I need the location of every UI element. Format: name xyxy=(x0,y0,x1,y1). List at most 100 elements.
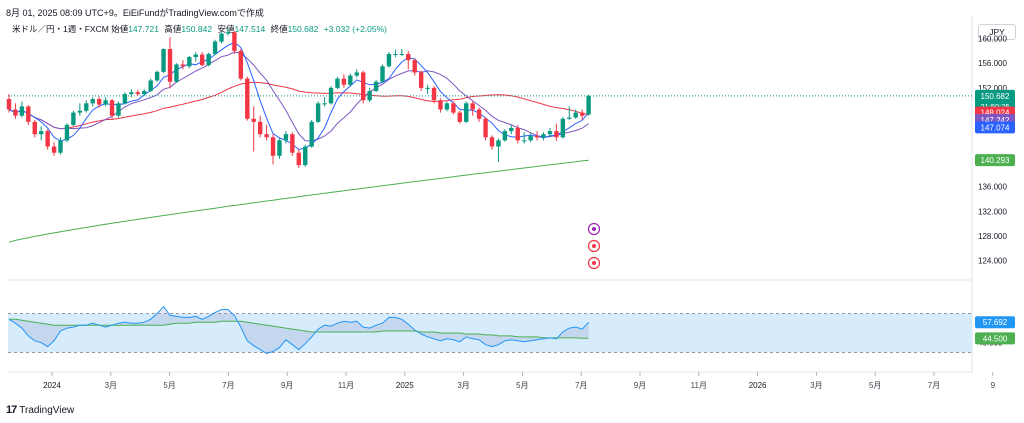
candle-body xyxy=(476,109,482,119)
candle-body xyxy=(354,72,359,76)
ma-mid-line xyxy=(8,51,589,142)
candle-body xyxy=(200,54,205,66)
ohlc-high-label: 高値 xyxy=(164,24,182,34)
ohlc-close: 150.682 xyxy=(287,24,319,34)
candle-body xyxy=(406,53,411,61)
symbol-legend: 米ドル／円・1週・FXCM 始値147.721 高値150.842 安値147.… xyxy=(12,23,390,35)
candle-body xyxy=(187,57,192,67)
candle-body xyxy=(109,100,115,116)
candle-body xyxy=(206,53,211,66)
tradingview-watermark: 17 TradingView xyxy=(6,404,74,416)
candle-body xyxy=(489,137,495,147)
candle-body xyxy=(45,131,50,147)
candle-body xyxy=(71,112,76,125)
candle-body xyxy=(296,152,301,166)
candle-body xyxy=(290,134,295,153)
event-dot-icon xyxy=(592,261,596,265)
time-tick-label: 7月 xyxy=(222,381,234,390)
candle-body xyxy=(451,103,456,113)
candle-body xyxy=(438,100,443,110)
time-tick-label: 2025 xyxy=(396,381,414,390)
candle-body xyxy=(386,53,392,67)
candle-body xyxy=(361,72,366,101)
candle-body xyxy=(193,54,198,58)
ohlc-low: 147.514 xyxy=(234,24,266,34)
candle-body xyxy=(142,90,147,95)
candle-body xyxy=(528,136,533,141)
candle-body xyxy=(348,75,353,85)
candle-body xyxy=(541,134,546,138)
candle-body xyxy=(380,66,385,82)
watermark-text: TradingView xyxy=(19,404,75,416)
candle-body xyxy=(219,33,224,42)
candle-body xyxy=(399,53,405,55)
candle-body xyxy=(322,103,327,105)
candle-body xyxy=(502,131,508,141)
candle-body xyxy=(232,32,237,51)
event-dot-icon xyxy=(592,244,596,248)
rsi-tag: 57.692 xyxy=(983,318,1008,327)
candle-body xyxy=(522,140,527,142)
rsi-tag-bg xyxy=(975,316,1015,329)
snapshot-info: 8月 01, 2025 08:09 UTC+9。EiEiFundがTrading… xyxy=(6,8,264,18)
time-tick-label: 9 xyxy=(991,381,996,390)
candle-body xyxy=(444,103,450,110)
ma-mid-tag: 147.242 xyxy=(981,116,1010,125)
candle-body xyxy=(251,118,256,122)
ma-long-line xyxy=(8,159,589,243)
candle-body xyxy=(534,136,540,138)
ma-long-tag-bg xyxy=(975,154,1015,167)
candle-body xyxy=(122,94,128,104)
candle-body xyxy=(283,134,289,141)
candle-body xyxy=(135,92,140,95)
candle-body xyxy=(315,103,321,122)
candle-body xyxy=(373,81,379,91)
candle-body xyxy=(58,140,63,153)
price-tick-label: 128.000 xyxy=(978,232,1007,241)
time-tick-label: 3月 xyxy=(810,381,822,390)
candle-body xyxy=(270,137,276,156)
time-tick-label: 11月 xyxy=(691,381,707,390)
candle-body xyxy=(367,90,372,101)
candle-body xyxy=(39,131,44,135)
candle-body xyxy=(586,95,591,115)
candle-body xyxy=(84,103,89,111)
candle-body xyxy=(161,49,166,72)
price-tick-label: 156.000 xyxy=(978,59,1007,68)
tradingview-logo-icon: 17 xyxy=(6,404,17,416)
candle-body xyxy=(116,103,121,116)
ohlc-open-label: 始値 xyxy=(111,24,129,34)
price-tick-label: 124.000 xyxy=(978,257,1007,266)
time-tick-label: 2024 xyxy=(43,381,61,390)
candle-body xyxy=(418,72,424,88)
ma-fast-tag-bg xyxy=(975,121,1015,134)
candle-body xyxy=(245,78,250,119)
candle-body xyxy=(303,146,308,166)
rsi-ma-tag-bg xyxy=(975,332,1015,345)
price-tick-label: 152.000 xyxy=(978,84,1007,93)
candle-body xyxy=(464,103,469,122)
candle-body xyxy=(264,134,269,138)
currency-button[interactable]: JPY xyxy=(978,24,1016,40)
time-tick-label: 11月 xyxy=(338,381,354,390)
time-tick-label: 2026 xyxy=(749,381,767,390)
time-tick-label: 9月 xyxy=(281,381,293,390)
candle-body xyxy=(167,49,173,82)
candle-body xyxy=(257,121,263,135)
last-price-tag: 150.682 xyxy=(981,92,1010,101)
ma-slow-tag: 148.024 xyxy=(981,109,1010,118)
candle-body xyxy=(51,146,57,153)
candle-body xyxy=(509,128,514,132)
candle-body xyxy=(174,64,179,82)
candle-body xyxy=(77,110,83,113)
candle-body xyxy=(154,71,160,81)
candle-body xyxy=(515,128,520,141)
candle-body xyxy=(554,131,559,138)
candle-body xyxy=(277,140,282,156)
candle-body xyxy=(560,118,566,138)
candle-body xyxy=(393,53,398,55)
candle-body xyxy=(328,87,334,104)
candle-body xyxy=(19,106,25,116)
candle-body xyxy=(567,117,572,119)
